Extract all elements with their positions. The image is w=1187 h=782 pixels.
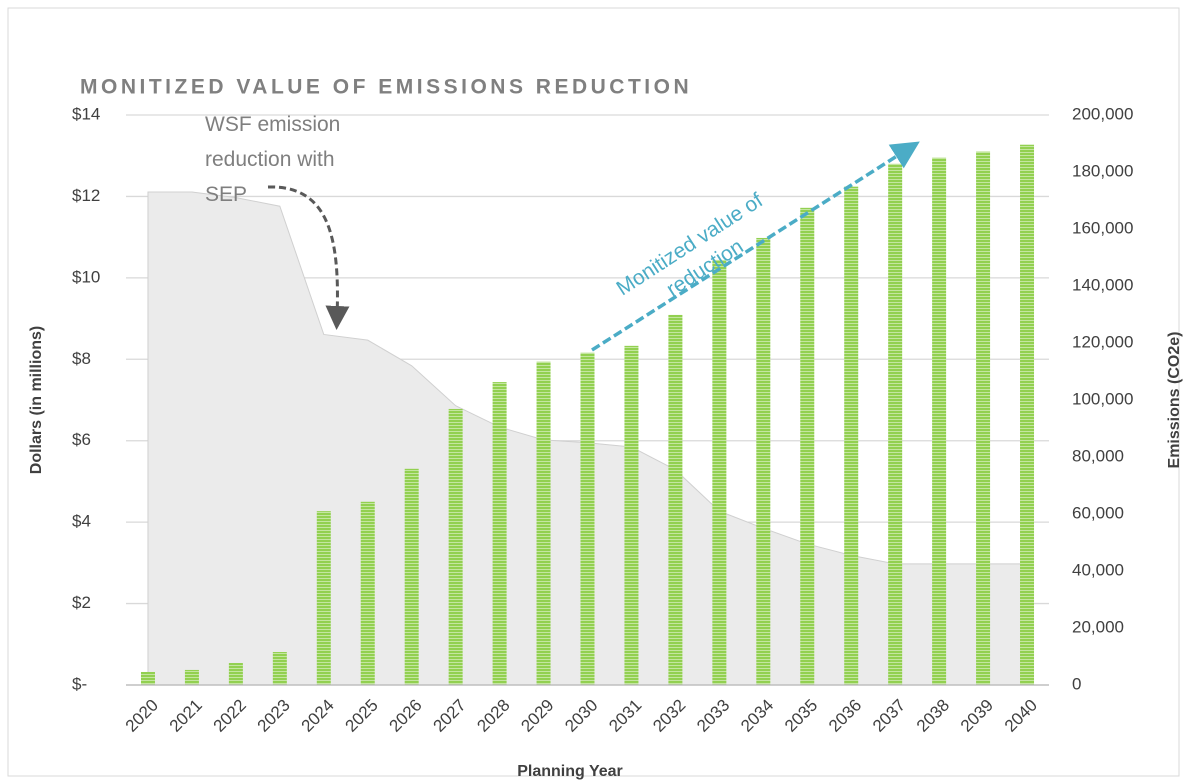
annotation: WSF emission reduction with SEP <box>205 113 340 206</box>
bar <box>360 501 375 685</box>
y2-tick-label: 20,000 <box>1072 617 1124 636</box>
bar <box>888 163 903 685</box>
bar <box>800 207 815 686</box>
bar <box>756 237 771 685</box>
y-tick-label: $14 <box>72 104 100 123</box>
bar <box>932 157 947 685</box>
y-tick-label: $6 <box>72 430 91 449</box>
y2-tick-label: 60,000 <box>1072 503 1124 522</box>
y2-tick-label: 0 <box>1072 674 1081 693</box>
bar <box>624 345 639 685</box>
y-tick-label: $4 <box>72 512 91 531</box>
bar <box>448 408 463 685</box>
bar <box>184 669 199 685</box>
chart-title: MONITIZED VALUE OF EMISSIONS REDUCTION <box>80 76 692 99</box>
bar <box>668 314 683 685</box>
bar <box>404 468 419 685</box>
y2-tick-label: 200,000 <box>1072 104 1133 123</box>
y-tick-label: $10 <box>72 267 100 286</box>
y2-tick-label: 160,000 <box>1072 218 1133 237</box>
bar <box>316 511 331 685</box>
y2-tick-label: 180,000 <box>1072 161 1133 180</box>
y-tick-label: $- <box>72 674 87 693</box>
annotation-arrow <box>591 141 920 352</box>
y2-tick-label: 40,000 <box>1072 560 1124 579</box>
x-axis-title: Planning Year <box>517 763 623 780</box>
bar <box>228 663 243 685</box>
bar <box>492 382 507 685</box>
bar <box>272 652 287 685</box>
y-tick-label: $2 <box>72 593 91 612</box>
bar <box>536 361 551 685</box>
annotation-arrow <box>267 185 350 330</box>
bar <box>844 186 859 685</box>
y-tick-label: $8 <box>72 349 91 368</box>
bar <box>1020 144 1035 685</box>
y-tick-label: $12 <box>72 186 100 205</box>
annotation-line: SEP <box>205 183 247 206</box>
y-axis-title: Dollars (in millions) <box>28 326 45 474</box>
y2-tick-label: 140,000 <box>1072 275 1133 294</box>
y2-axis-title: Emissions (CO2e) <box>1166 332 1183 469</box>
bar <box>976 151 991 686</box>
y2-tick-label: 80,000 <box>1072 446 1124 465</box>
bar <box>580 352 595 685</box>
y2-tick-label: 100,000 <box>1072 389 1133 408</box>
bar <box>712 259 727 685</box>
annotation-line: WSF emission <box>205 113 340 136</box>
y2-tick-label: 120,000 <box>1072 332 1133 351</box>
bar <box>140 671 155 685</box>
annotation-line: reduction with <box>205 148 335 171</box>
